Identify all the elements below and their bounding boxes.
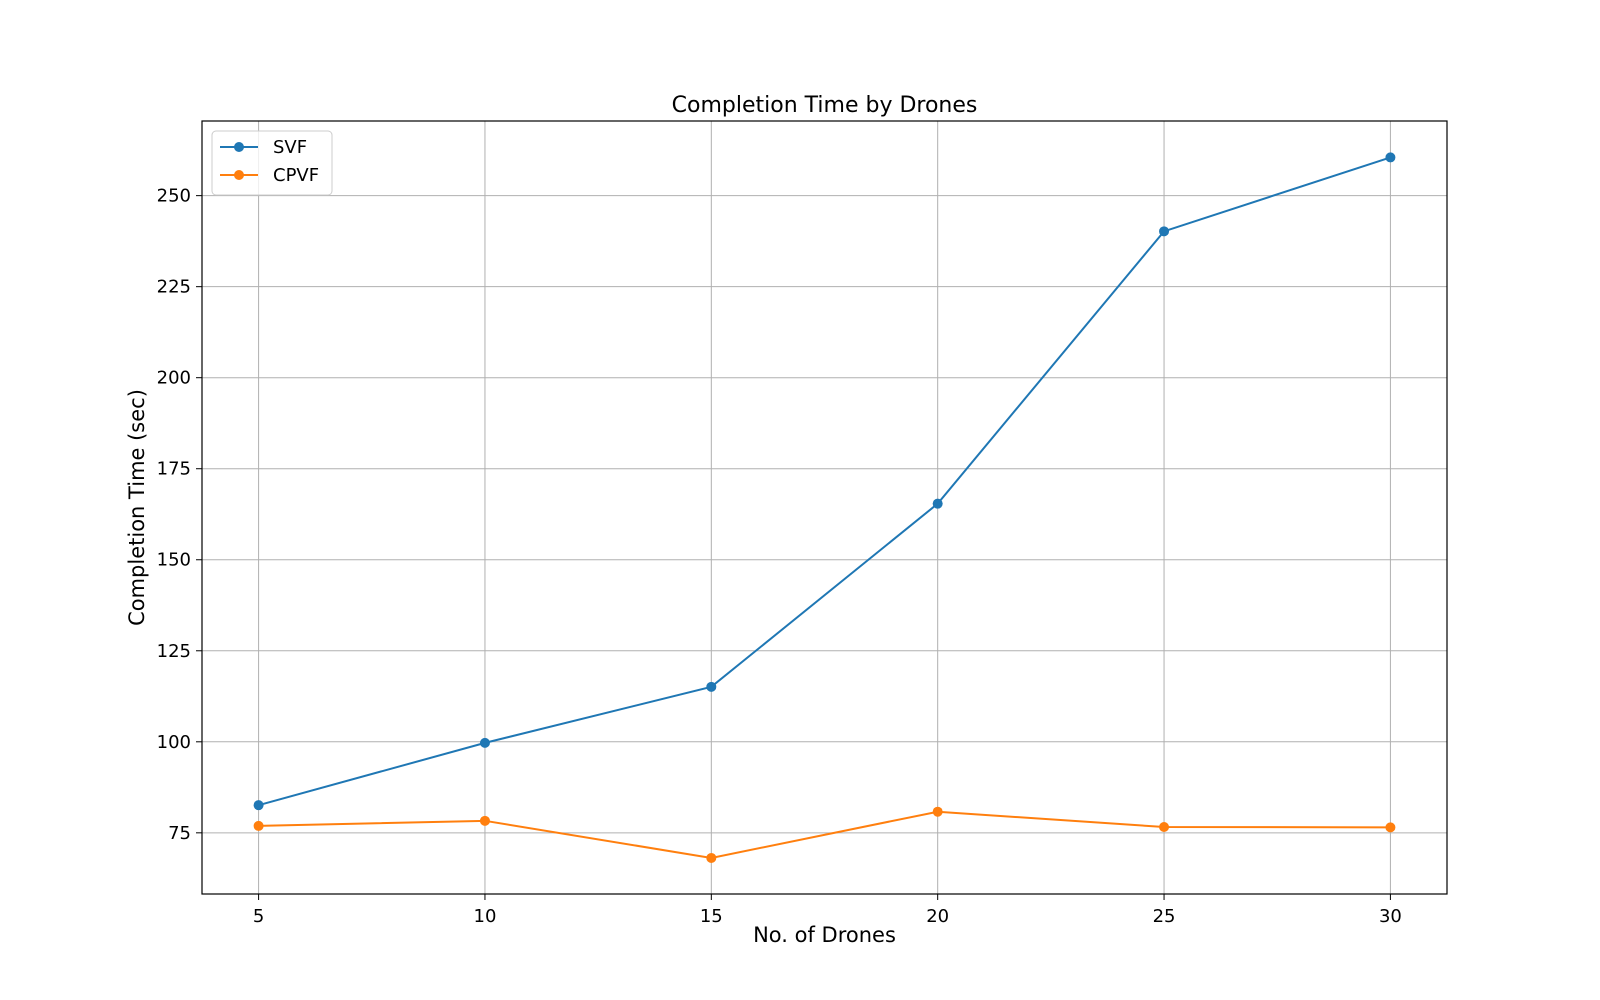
data-point-svf (706, 681, 717, 692)
y-tick-label: 175 (157, 459, 191, 480)
y-tick-label: 75 (168, 823, 191, 844)
y-tick-label: 100 (157, 732, 191, 753)
data-point-cpvf (253, 820, 264, 831)
series-svf (253, 152, 1396, 811)
x-tick-label: 25 (1153, 906, 1176, 927)
data-point-cpvf (706, 852, 717, 863)
legend-label-cpvf: CPVF (273, 165, 319, 186)
series-line-svf (258, 156, 1391, 807)
x-tick-label: 30 (1379, 906, 1402, 927)
axis-ticks: 5 10 15 20 25 30 75 100 125 150 175 200 225 250 (157, 186, 1402, 927)
y-tick-label: 125 (157, 641, 191, 662)
data-point-cpvf (1385, 822, 1396, 833)
data-point-svf (932, 498, 943, 509)
x-tick-label: 15 (700, 906, 723, 927)
legend-marker-cpvf (234, 170, 244, 180)
data-point-svf (253, 800, 264, 811)
data-point-svf (479, 737, 490, 748)
series-cpvf (253, 806, 1396, 863)
legend-marker-svf (234, 142, 244, 152)
y-tick-label: 200 (157, 368, 191, 389)
data-point-cpvf (932, 806, 943, 817)
y-tick-label: 225 (157, 277, 191, 298)
plot-frame (201, 120, 1448, 895)
y-tick-label: 150 (157, 550, 191, 571)
series-line-cpvf (258, 810, 1391, 859)
data-point-svf (1385, 152, 1396, 163)
x-tick-label: 10 (474, 906, 497, 927)
x-tick-label: 5 (253, 906, 264, 927)
x-axis-label: No. of Drones (753, 923, 896, 947)
y-tick-label: 250 (157, 186, 191, 207)
x-tick-label: 20 (926, 906, 949, 927)
grid (202, 121, 1447, 894)
series-layer (253, 152, 1396, 863)
chart-title: Completion Time by Drones (672, 93, 978, 118)
legend: SVF CPVF (211, 130, 333, 196)
y-axis-label: Completion Time (sec) (125, 389, 149, 626)
data-point-cpvf (479, 815, 490, 826)
legend-label-svf: SVF (273, 137, 307, 158)
data-point-cpvf (1159, 822, 1170, 833)
data-point-svf (1159, 226, 1170, 237)
